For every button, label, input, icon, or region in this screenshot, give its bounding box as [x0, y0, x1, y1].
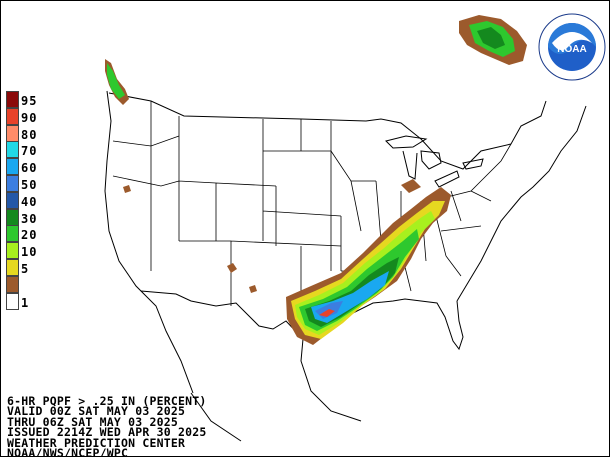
legend-swatch [6, 124, 19, 142]
product-info-block: 6-HR PQPF > .25 IN (PERCENT) VALID 00Z S… [7, 394, 427, 457]
legend-entry: 40 [5, 191, 43, 209]
legend-entry: 70 [5, 141, 43, 159]
noaa-logo-text: NOAA [557, 44, 586, 55]
agency-name: NOAA/NWS/NCEP/WPC [7, 446, 129, 457]
legend-entry: 95 [5, 91, 43, 108]
legend-entry: 10 [5, 242, 43, 260]
legend-label: 80 [21, 127, 38, 142]
legend-swatch [6, 91, 19, 108]
legend-label: 90 [21, 110, 38, 125]
legend-swatch [6, 292, 19, 310]
legend-entry: 80 [5, 124, 43, 142]
issued-time: ISSUED 2214Z WED APR 30 2025 [7, 425, 207, 440]
state-borders [112, 101, 512, 306]
legend-label: 30 [21, 211, 38, 226]
valid-time: VALID 00Z SAT MAY 03 2025 [7, 404, 186, 419]
legend-label: 50 [21, 177, 38, 192]
legend-entry [5, 275, 43, 293]
legend-swatch [6, 242, 19, 260]
legend-label: 5 [21, 261, 30, 276]
legend-swatch [6, 158, 19, 176]
thru-time: THRU 06Z SAT MAY 03 2025 [7, 414, 178, 429]
legend-entry: 1 [5, 292, 43, 310]
legend-label: 40 [21, 194, 38, 209]
legend-label: 60 [21, 161, 38, 176]
country-borders [104, 90, 587, 442]
great-lakes [385, 135, 484, 188]
legend-label: 95 [21, 94, 38, 108]
center-name: WEATHER PREDICTION CENTER [7, 435, 186, 450]
legend-label: 1 [21, 295, 30, 310]
legend-entry: 50 [5, 174, 43, 192]
legend-label: 70 [21, 144, 38, 159]
noaa-logo: NOAA [538, 13, 606, 81]
precip-field [105, 15, 527, 345]
legend-label: 20 [21, 228, 38, 243]
legend-entry: 90 [5, 107, 43, 125]
legend-entry: 5 [5, 258, 43, 276]
legend-swatch [6, 141, 19, 159]
legend-swatch [6, 275, 19, 293]
legend-swatch [6, 225, 19, 243]
legend-swatch [6, 107, 19, 125]
legend-swatch [6, 258, 19, 276]
legend-entry: 30 [5, 208, 43, 226]
product-title: 6-HR PQPF > .25 IN (PERCENT) [7, 394, 207, 408]
legend-swatch [6, 208, 19, 226]
legend-swatch [6, 174, 19, 192]
legend-entry: 20 [5, 225, 43, 243]
legend-swatch [6, 191, 19, 209]
legend-label: 10 [21, 245, 38, 260]
legend-entry: 60 [5, 158, 43, 176]
probability-legend: 95 90 80 70 60 50 40 30 20 10 5 1 [5, 91, 43, 310]
